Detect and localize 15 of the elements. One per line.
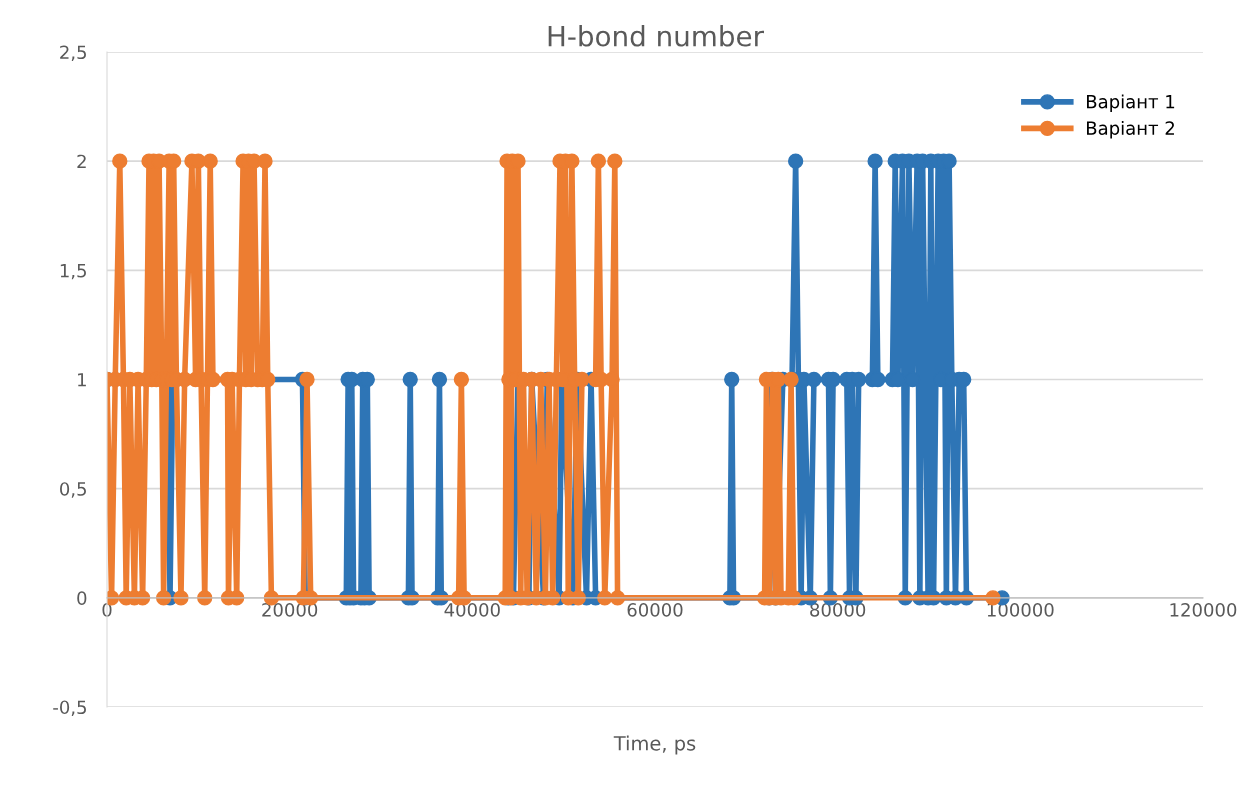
y-tick-label: 2	[77, 154, 86, 169]
chart-title: H-bond number	[548, 25, 765, 47]
x-tick-label: 120000	[1170, 603, 1237, 617]
x-tick-label: 40000	[444, 603, 500, 617]
x-tick-label: 60000	[627, 603, 683, 617]
y-tick-label: 0	[77, 591, 87, 605]
x-tick-label: 100000	[987, 603, 1054, 617]
legend-label: Варіант 1	[1087, 94, 1175, 112]
y-tick-label: 1	[78, 373, 86, 387]
x-axis-title: Time, ps	[613, 735, 696, 755]
y-tick-label: 0,5	[60, 482, 86, 498]
y-tick-label: -0,5	[53, 700, 86, 716]
legend-label: Варіант 2	[1087, 120, 1174, 139]
y-tick-label: 1,5	[60, 264, 86, 280]
y-tick-label: 2,5	[60, 45, 86, 61]
